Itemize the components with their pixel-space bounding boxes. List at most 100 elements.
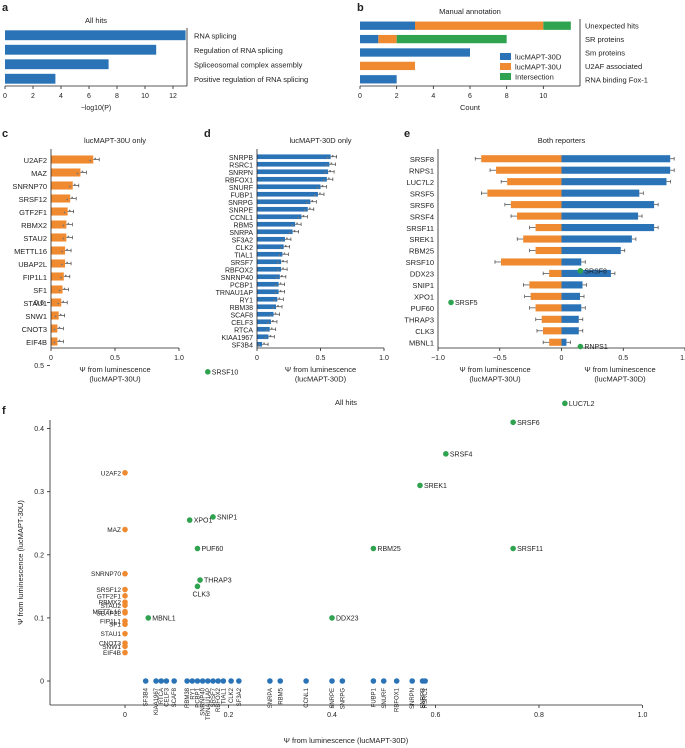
bar-left xyxy=(535,224,562,232)
x-tick-label: 0 xyxy=(49,355,53,362)
scatter-point xyxy=(194,678,201,684)
point-label: CNOT3 xyxy=(99,641,121,648)
scatter-point xyxy=(163,678,170,684)
scatter-point xyxy=(197,577,203,583)
y-tick-label: 0.4 xyxy=(34,426,44,433)
replicate-dot xyxy=(63,287,66,290)
point-label: RBM38 xyxy=(185,687,191,708)
bar-right xyxy=(561,166,671,174)
bar-right xyxy=(561,224,655,232)
category-label: CCNL1 xyxy=(230,215,253,222)
x-tick-label: 0.2 xyxy=(224,712,234,719)
y-tick-label: 0 xyxy=(40,679,44,686)
bar-segment xyxy=(396,34,507,44)
scatter-point xyxy=(277,678,284,684)
x-tick-label: 0.6 xyxy=(431,712,441,719)
bar-right xyxy=(561,155,671,163)
scatter-point xyxy=(393,678,400,684)
x-tick-label: −0.5 xyxy=(493,355,507,362)
bar xyxy=(51,298,62,307)
replicate-dot xyxy=(274,284,277,287)
scatter-point xyxy=(122,610,128,616)
category-label: RNA binding Fox-1 xyxy=(585,75,648,84)
replicate-dot xyxy=(279,246,282,249)
bar-left xyxy=(507,178,562,186)
x-tick-label: 10 xyxy=(539,93,547,100)
point-label: RBM25 xyxy=(377,546,400,553)
scatter-point xyxy=(370,678,377,684)
category-label: MAZ xyxy=(31,169,47,178)
bar xyxy=(257,184,321,190)
scatter-point xyxy=(562,400,568,407)
bar xyxy=(51,246,66,255)
category-label: SNW1 xyxy=(25,312,47,321)
replicate-dot xyxy=(89,159,92,162)
bar-right xyxy=(561,292,581,300)
category-label: Unexpected hits xyxy=(585,22,639,31)
bar-segment xyxy=(415,21,544,30)
bar xyxy=(5,44,157,55)
panel-letter: d xyxy=(204,128,211,140)
y-tick-label: 0.5 xyxy=(34,363,44,370)
point-label: TRNAU1AP xyxy=(206,688,212,720)
replicate-dot xyxy=(288,231,291,234)
scatter-point xyxy=(145,615,152,621)
bar-right xyxy=(561,315,579,323)
scatter-point xyxy=(194,583,201,590)
replicate-dot xyxy=(66,261,68,264)
bar-segment xyxy=(360,61,415,71)
category-label: CLK2 xyxy=(235,245,253,252)
replicate-dot xyxy=(62,237,65,240)
bar xyxy=(257,221,296,227)
bar xyxy=(257,206,308,212)
point-label: KIAA1967 xyxy=(154,687,160,715)
bar-left xyxy=(549,269,562,277)
scatter-point xyxy=(329,678,335,684)
x-tick-label: 0.4 xyxy=(327,712,337,719)
bar xyxy=(257,259,282,265)
x-axis-label: Ψ from luminescence xyxy=(79,365,150,374)
replicate-dot xyxy=(302,214,305,217)
replicate-dot xyxy=(281,239,283,242)
x-tick-label: 4 xyxy=(431,93,435,100)
replicate-dot xyxy=(297,216,300,219)
replicate-dot xyxy=(76,172,79,175)
bar-right xyxy=(561,304,582,312)
replicate-dot xyxy=(275,276,278,279)
category-label: RSRC1 xyxy=(229,162,253,169)
category-label: RNPS1 xyxy=(409,166,434,175)
replicate-dot xyxy=(57,302,60,305)
bar xyxy=(257,176,327,182)
point-label: CCNL1 xyxy=(304,687,310,707)
replicate-dot xyxy=(308,207,311,210)
scatter-point xyxy=(184,678,190,684)
x-axis-label: Ψ from luminescence xyxy=(584,365,655,374)
bar xyxy=(51,194,71,203)
scatter-point xyxy=(122,621,128,628)
category-label: SRSF12 xyxy=(19,195,47,204)
panel-letter: c xyxy=(2,128,8,140)
x-axis-label: (lucMAPT-30U) xyxy=(89,375,141,384)
bar xyxy=(257,199,311,205)
point-label: SNIP1 xyxy=(217,514,237,521)
point-label: SRSF7 xyxy=(211,687,217,707)
point-label: CLK2 xyxy=(229,687,235,703)
category-label: GTF2F1 xyxy=(19,208,47,217)
replicate-dot xyxy=(284,244,287,247)
bar-left xyxy=(487,189,562,197)
replicate-dot xyxy=(61,263,63,266)
replicate-dot xyxy=(54,315,57,318)
scatter-point xyxy=(122,649,128,656)
bar xyxy=(51,337,58,346)
bar-right xyxy=(561,212,639,220)
bar-left xyxy=(535,246,562,255)
category-label: STAU1 xyxy=(23,299,47,308)
scatter-point xyxy=(577,343,584,350)
bar xyxy=(51,233,67,242)
replicate-dot xyxy=(265,329,268,332)
category-label: SRSF8 xyxy=(410,155,434,164)
replicate-dot xyxy=(58,326,61,329)
legend-swatch xyxy=(500,63,511,70)
scatter-point xyxy=(122,630,128,637)
x-axis-label: Ψ from luminescence xyxy=(285,365,356,374)
